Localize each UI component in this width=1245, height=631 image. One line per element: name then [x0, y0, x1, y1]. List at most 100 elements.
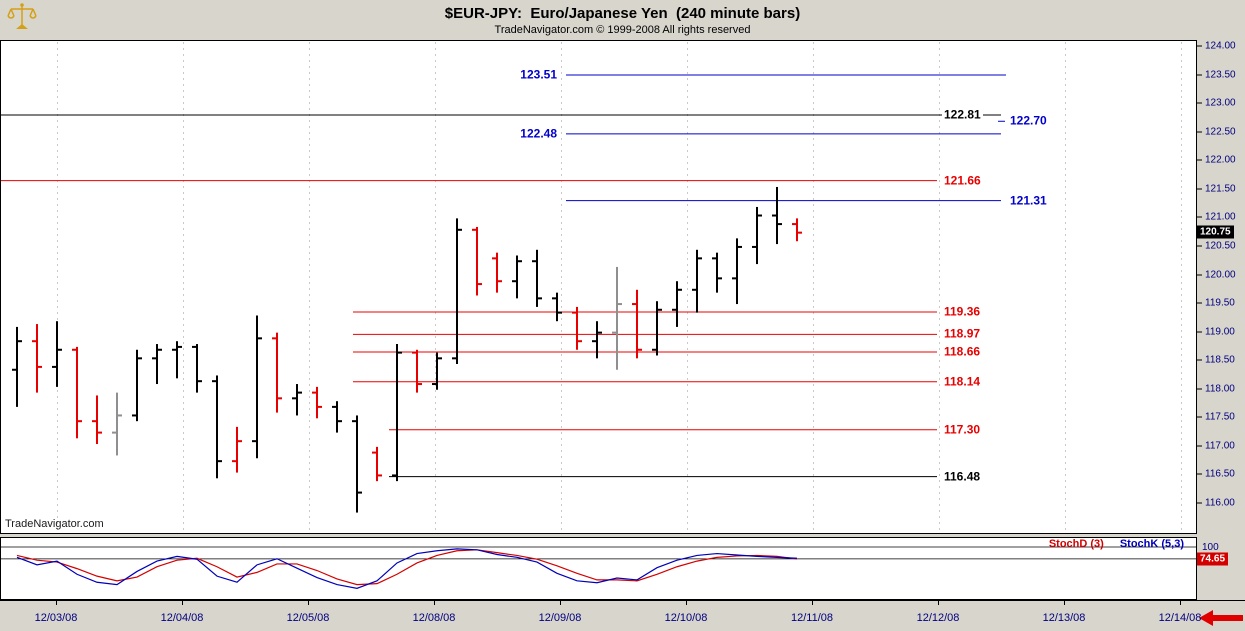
stoch-d-line: [16, 549, 798, 586]
price-tick-label: 121.50: [1205, 183, 1236, 195]
tradenavigator-logo-icon: [6, 2, 38, 37]
price-tick-label: 121.00: [1205, 211, 1236, 223]
price-tick-label: 116.00: [1205, 497, 1235, 509]
ohlc-bar: [392, 344, 402, 482]
date-label: 12/09/08: [538, 612, 582, 624]
ohlc-bar: [692, 249, 702, 313]
ohlc-bar: [512, 255, 522, 299]
ohlc-bar: [792, 218, 802, 242]
ohlc-bar: [432, 352, 442, 390]
price-axis[interactable]: 120.75 124.00 123.50 123.00 122.50 122.00 121…: [1197, 40, 1245, 534]
ohlc-bar: [452, 218, 462, 365]
stochastic-panel: StochD (3) StochK (5,3): [0, 537, 1197, 600]
price-axis-tick: [1197, 245, 1202, 247]
ohlc-bar: [592, 321, 602, 359]
price-chart-canvas[interactable]: [1, 41, 1196, 533]
ohlc-bar: [772, 186, 782, 245]
date-label: 12/14/08: [1158, 612, 1202, 624]
price-axis-tick: [1197, 359, 1202, 361]
stoch-axis-100-label: 100: [1202, 542, 1219, 553]
stochastic-legend: StochD (3) StochK (5,3): [1033, 538, 1184, 550]
date-axis-tick: [56, 601, 57, 605]
ohlc-bar: [132, 349, 142, 422]
price-tick-label: 122.00: [1205, 154, 1236, 166]
ohlc-bar: [672, 281, 682, 327]
date-axis-tick: [686, 601, 687, 605]
price-axis-tick: [1197, 302, 1202, 304]
ohlc-bar: [652, 301, 662, 356]
stoch-legend-item[interactable]: StochD (3): [1048, 538, 1104, 550]
date-axis-tick: [812, 601, 813, 605]
price-tick-label: 116.50: [1205, 468, 1235, 480]
ohlc-bar: [552, 292, 562, 322]
ohlc-bar: [112, 392, 122, 456]
ohlc-bar: [372, 446, 382, 482]
price-tick-label: 118.00: [1205, 383, 1235, 395]
price-tick-label: 119.50: [1205, 297, 1235, 309]
price-chart-panel: 123.51 122.81 122.70 122.48 121.66 121.31 119.…: [0, 40, 1197, 534]
level-label[interactable]: 121.66: [942, 173, 983, 188]
scroll-end-arrow-icon[interactable]: [1199, 609, 1243, 631]
date-axis-tick: [938, 601, 939, 605]
level-label[interactable]: 119.36: [942, 304, 983, 319]
level-label[interactable]: 121.31: [1008, 193, 1049, 208]
price-axis-tick: [1197, 274, 1202, 275]
level-label[interactable]: 116.48: [942, 469, 983, 484]
price-axis-tick: [1197, 331, 1202, 333]
price-tick-label: 118.50: [1205, 354, 1235, 366]
price-tick-label: 119.00: [1205, 326, 1235, 338]
stochastic-canvas[interactable]: [1, 538, 1196, 599]
price-tick-label: 120.50: [1205, 240, 1236, 252]
date-label: 12/10/08: [664, 612, 708, 624]
ohlc-bar: [72, 346, 82, 439]
ohlc-bar: [632, 289, 642, 359]
ohlc-bar: [252, 315, 262, 459]
ohlc-bar: [612, 266, 622, 370]
ohlc-bar: [232, 426, 242, 473]
ohlc-bar: [92, 395, 102, 445]
ohlc-bar: [492, 252, 502, 293]
level-label[interactable]: 117.30: [942, 422, 983, 437]
date-label: 12/08/08: [412, 612, 456, 624]
ohlc-bar: [732, 238, 742, 305]
chart-copyright: TradeNavigator.com © 1999-2008 All right…: [494, 24, 751, 36]
level-label[interactable]: 122.81: [942, 107, 983, 122]
level-label[interactable]: 123.51: [518, 67, 559, 82]
ohlc-bar: [12, 326, 22, 407]
stoch-k-line: [16, 548, 798, 589]
ohlc-bar: [272, 332, 282, 413]
level-label[interactable]: 122.48: [518, 126, 559, 141]
level-label[interactable]: 122.70: [1008, 113, 1049, 128]
ohlc-bar: [292, 384, 302, 416]
date-axis[interactable]: 12/03/08 12/04/08 12/05/08 12/08/08 12/09/08…: [0, 600, 1245, 631]
price-axis-tick: [1197, 473, 1202, 475]
date-label: 12/12/08: [916, 612, 960, 624]
date-label: 12/13/08: [1042, 612, 1086, 624]
date-axis-tick: [1064, 601, 1065, 605]
stoch-legend-item[interactable]: StochK (5,3): [1119, 538, 1184, 550]
price-tick-label: 117.50: [1205, 411, 1235, 423]
price-axis-tick: [1197, 102, 1202, 104]
date-axis-tick: [1180, 601, 1181, 605]
date-axis-tick: [182, 601, 183, 605]
date-axis-tick: [434, 601, 435, 605]
stoch-last-value-badge: 74.65: [1197, 552, 1229, 566]
level-label[interactable]: 118.14: [942, 374, 983, 389]
ohlc-bar: [192, 344, 202, 393]
ohlc-bar: [572, 306, 582, 350]
level-label[interactable]: 118.66: [942, 344, 983, 359]
chart-watermark: TradeNavigator.com: [5, 518, 104, 530]
price-axis-tick: [1197, 45, 1202, 47]
date-axis-tick: [560, 601, 561, 605]
price-axis-tick: [1197, 159, 1202, 161]
ohlc-bar: [712, 252, 722, 293]
level-label[interactable]: 118.97: [942, 326, 983, 341]
price-axis-tick: [1197, 445, 1202, 447]
price-axis-tick: [1197, 216, 1202, 218]
chart-title: $EUR-JPY: Euro/Japanese Yen (240 minute …: [444, 5, 801, 22]
ohlc-bar: [532, 249, 542, 307]
ohlc-bar: [352, 415, 362, 513]
ohlc-bar: [752, 206, 762, 265]
price-axis-tick: [1197, 74, 1202, 76]
ohlc-bar: [212, 375, 222, 479]
